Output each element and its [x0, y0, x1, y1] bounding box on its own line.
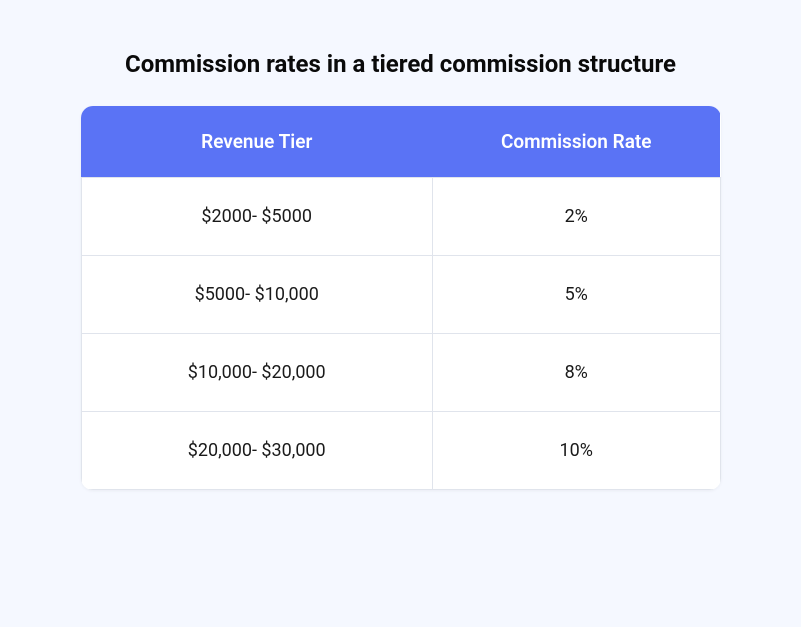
cell-commission-rate: 2% [432, 178, 720, 256]
page-title: Commission rates in a tiered commission … [125, 50, 676, 78]
cell-commission-rate: 10% [432, 412, 720, 490]
commission-table: Revenue Tier Commission Rate $2000- $500… [81, 106, 721, 490]
table-row: $5000- $10,000 5% [81, 256, 720, 334]
header-revenue-tier: Revenue Tier [81, 106, 432, 178]
cell-revenue-tier: $5000- $10,000 [81, 256, 432, 334]
cell-revenue-tier: $10,000- $20,000 [81, 334, 432, 412]
table-row: $20,000- $30,000 10% [81, 412, 720, 490]
table-header-row: Revenue Tier Commission Rate [81, 106, 720, 178]
cell-commission-rate: 8% [432, 334, 720, 412]
table-row: $2000- $5000 2% [81, 178, 720, 256]
header-commission-rate: Commission Rate [432, 106, 720, 178]
table-row: $10,000- $20,000 8% [81, 334, 720, 412]
cell-revenue-tier: $2000- $5000 [81, 178, 432, 256]
commission-table-container: Revenue Tier Commission Rate $2000- $500… [81, 106, 721, 490]
cell-revenue-tier: $20,000- $30,000 [81, 412, 432, 490]
cell-commission-rate: 5% [432, 256, 720, 334]
